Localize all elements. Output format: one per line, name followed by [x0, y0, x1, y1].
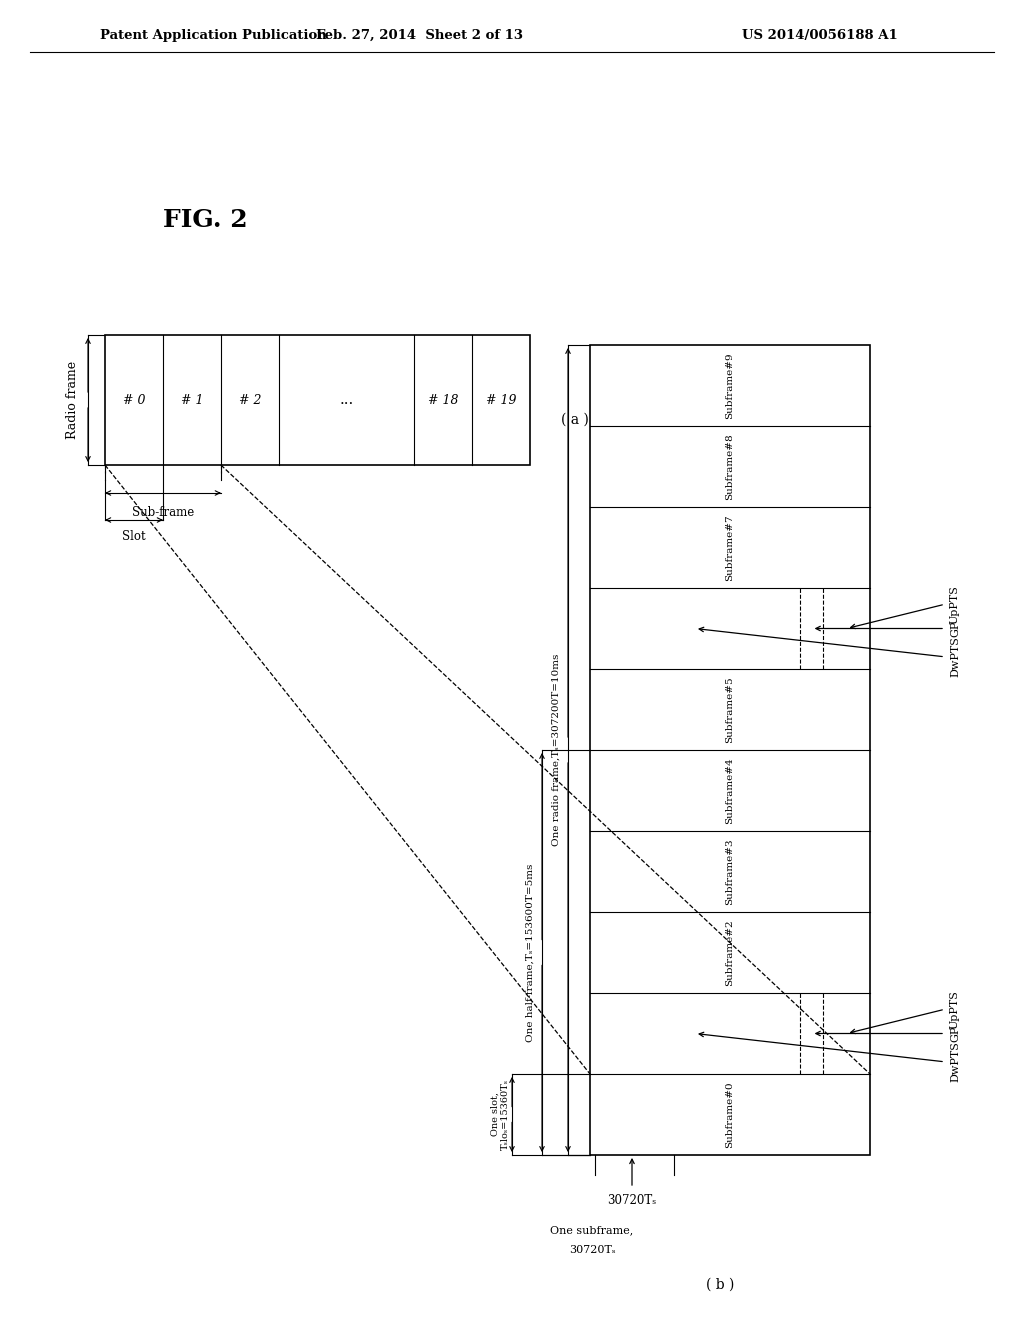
Text: DwPTS: DwPTS [950, 1041, 961, 1082]
Text: # 1: # 1 [180, 393, 203, 407]
Text: GP: GP [950, 620, 961, 636]
Text: Patent Application Publication: Patent Application Publication [100, 29, 327, 41]
Text: FIG. 2: FIG. 2 [163, 209, 248, 232]
Text: One half-frame,Tₛ=153600T=5ms: One half-frame,Tₛ=153600T=5ms [525, 863, 535, 1041]
Text: 30720Tₛ: 30720Tₛ [607, 1193, 656, 1206]
Text: # 19: # 19 [485, 393, 516, 407]
Text: UpPTS: UpPTS [950, 585, 961, 623]
Bar [590, 345, 870, 1155]
Text: DwPTS: DwPTS [950, 636, 961, 677]
Text: Slot: Slot [122, 529, 145, 543]
Text: Feb. 27, 2014  Sheet 2 of 13: Feb. 27, 2014 Sheet 2 of 13 [316, 29, 523, 41]
Text: Radio frame: Radio frame [66, 360, 79, 440]
Text: Subframe#8: Subframe#8 [725, 433, 734, 500]
Text: ( a ): ( a ) [561, 413, 589, 426]
Text: One subframe,: One subframe, [550, 1225, 634, 1236]
Text: US 2014/0056188 A1: US 2014/0056188 A1 [742, 29, 898, 41]
Text: Subframe#0: Subframe#0 [725, 1081, 734, 1148]
Bar [105, 335, 530, 465]
Text: Subframe#9: Subframe#9 [725, 352, 734, 418]
Text: Subframe#2: Subframe#2 [725, 919, 734, 986]
Text: ...: ... [339, 393, 353, 407]
Text: GP: GP [950, 1026, 961, 1041]
Text: # 2: # 2 [239, 393, 261, 407]
Text: 30720Tₛ: 30720Tₛ [568, 1245, 615, 1255]
Text: ( b ): ( b ) [706, 1278, 734, 1292]
Text: # 0: # 0 [123, 393, 145, 407]
Text: # 18: # 18 [428, 393, 459, 407]
Text: Subframe#3: Subframe#3 [725, 838, 734, 904]
Text: Sub-frame: Sub-frame [132, 507, 195, 520]
Text: One radio frame,Tₛ=307200T=10ms: One radio frame,Tₛ=307200T=10ms [552, 653, 560, 846]
Text: UpPTS: UpPTS [950, 990, 961, 1028]
Text: Subframe#7: Subframe#7 [725, 515, 734, 581]
Text: One slot,
Tₛloₛ=15360Tₛ: One slot, Tₛloₛ=15360Tₛ [490, 1078, 510, 1150]
Text: Subframe#5: Subframe#5 [725, 676, 734, 743]
Text: Subframe#4: Subframe#4 [725, 758, 734, 824]
